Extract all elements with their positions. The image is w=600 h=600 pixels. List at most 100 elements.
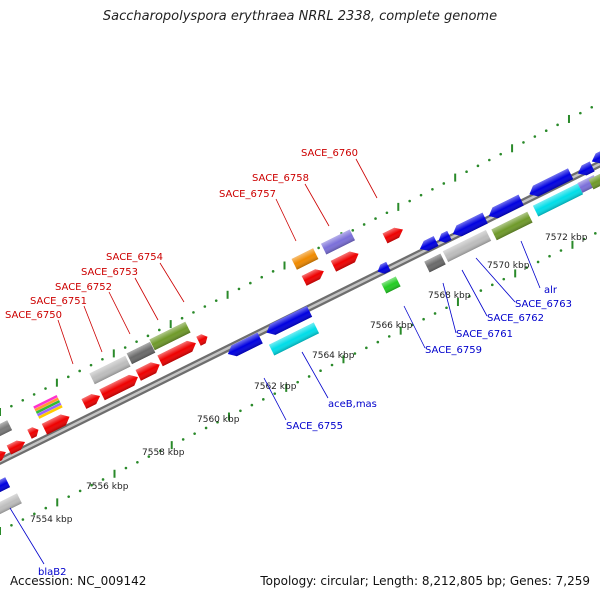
gene-block	[588, 170, 600, 190]
minor-tick	[10, 523, 13, 527]
gene-block	[149, 321, 191, 351]
gene-label[interactable]: SACE_6763	[515, 299, 572, 310]
gene-arrow-forward	[196, 334, 208, 346]
gene-arrow-forward	[157, 340, 196, 367]
gene-label[interactable]: alr	[544, 285, 558, 296]
minor-tick	[158, 328, 161, 332]
gene-label[interactable]: blaB2	[38, 567, 66, 578]
feature-stack	[33, 394, 63, 419]
minor-tick	[44, 506, 48, 510]
label-leaders	[9, 158, 541, 565]
accession-text: Accession: NC_009142	[10, 574, 147, 588]
minor-tick	[579, 111, 582, 115]
minor-tick	[203, 305, 207, 308]
minor-tick	[44, 387, 47, 390]
minor-tick	[158, 449, 162, 453]
tick-track-lower	[0, 232, 597, 535]
minor-tick	[376, 340, 380, 344]
minor-tick	[89, 363, 93, 367]
gene-block	[320, 229, 356, 255]
scale-label: 7558 kbp	[142, 448, 185, 458]
gene-arrow-forward	[41, 414, 70, 435]
minor-tick	[499, 152, 503, 156]
gene-label[interactable]: SACE_6755	[286, 421, 343, 432]
genome-summary-text: Topology: circular; Length: 8,212,805 bp…	[260, 574, 590, 588]
gene-block	[381, 276, 401, 294]
minor-tick	[21, 518, 25, 521]
scale-label: 7566 kbp	[370, 321, 413, 331]
minor-tick	[147, 455, 151, 458]
scale-label: 7568 kbp	[428, 291, 471, 301]
gene-label[interactable]: SACE_6757	[219, 189, 276, 200]
minor-tick	[556, 123, 559, 127]
minor-tick	[319, 369, 322, 373]
gene-label[interactable]: SACE_6753	[81, 267, 138, 278]
gene-label[interactable]: aceB,mas	[328, 399, 377, 410]
gene-label[interactable]: SACE_6762	[487, 313, 544, 324]
minor-tick	[548, 254, 551, 258]
gene-arrow-forward	[27, 427, 39, 439]
gene-arrow-reverse	[577, 161, 595, 176]
minor-tick	[422, 317, 425, 321]
scale-labels: 7554 kbp 7556 kbp 7558 kbp 7560 kbp 7562…	[30, 233, 588, 525]
gene-label[interactable]: SACE_6761	[456, 329, 513, 340]
minor-tick	[502, 277, 506, 281]
gene-block	[89, 355, 131, 385]
minor-tick	[262, 398, 265, 401]
gene-arrow-reverse	[0, 477, 11, 496]
minor-tick	[135, 340, 138, 343]
minor-tick	[296, 380, 299, 384]
gene-arrow-forward	[6, 440, 26, 455]
minor-tick	[10, 404, 13, 408]
minor-tick	[78, 369, 81, 373]
gene-label[interactable]: SACE_6750	[5, 310, 62, 321]
scale-label: 7562 kbp	[254, 382, 297, 392]
gene-label[interactable]: SACE_6760	[301, 148, 358, 159]
gene-arrow-reverse	[377, 261, 391, 274]
minor-tick	[590, 105, 594, 109]
minor-tick	[124, 466, 128, 470]
minor-tick	[239, 409, 242, 413]
gene-arrow-forward	[301, 269, 324, 286]
gene-arrow-reverse	[452, 212, 488, 237]
minor-tick	[181, 438, 185, 441]
minor-tick	[216, 420, 219, 424]
minor-tick	[433, 312, 437, 315]
minor-tick	[214, 299, 218, 302]
minor-tick	[250, 403, 254, 407]
gene-label[interactable]: SACE_6758	[252, 173, 309, 184]
tick-track-upper	[0, 105, 594, 416]
minor-tick	[353, 352, 357, 355]
gene-arrow-reverse	[438, 230, 452, 243]
gene-label[interactable]: SACE_6751	[30, 296, 87, 307]
minor-tick	[330, 363, 334, 367]
gene-arrow-reverse	[227, 332, 263, 357]
gene-label[interactable]: SACE_6754	[106, 252, 163, 263]
minor-tick	[193, 432, 196, 435]
gene-arrow-forward	[382, 227, 403, 244]
gene-block	[0, 420, 13, 442]
minor-tick	[490, 283, 494, 287]
gene-block	[442, 229, 492, 263]
minor-tick	[594, 232, 597, 235]
genome-title: Saccharopolyspora erythraea NRRL 2338, c…	[102, 9, 498, 24]
minor-tick	[90, 483, 93, 487]
minor-tick	[307, 375, 311, 378]
minor-tick	[123, 346, 127, 349]
minor-tick	[249, 281, 252, 285]
gene-arrow-reverse	[591, 149, 600, 164]
minor-tick	[522, 141, 525, 144]
minor-tick	[78, 489, 82, 493]
gene-label[interactable]: SACE_6759	[425, 345, 482, 356]
gene-label[interactable]: SACE_6752	[55, 282, 112, 293]
minor-tick	[101, 478, 105, 481]
gene-block	[0, 493, 22, 517]
gene-arrow-forward	[99, 374, 138, 401]
gene-arrow-reverse	[488, 194, 524, 219]
minor-tick	[204, 426, 208, 430]
minor-tick	[544, 129, 548, 132]
minor-tick	[136, 461, 139, 464]
minor-tick	[536, 260, 540, 264]
minor-tick	[33, 512, 36, 516]
